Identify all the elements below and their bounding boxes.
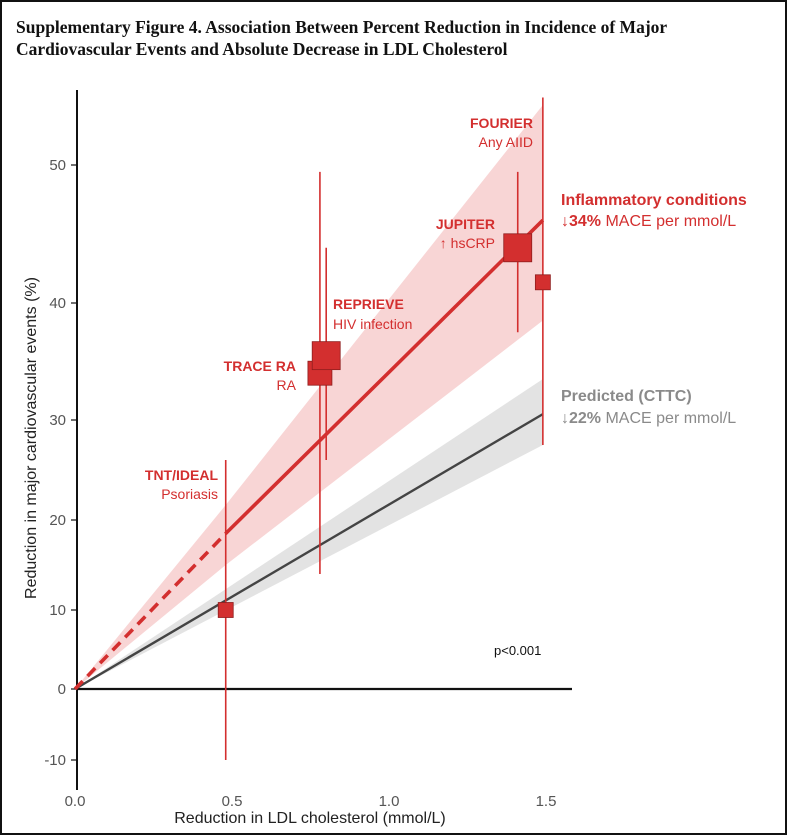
reprieve-label: REPRIEVE bbox=[333, 296, 404, 312]
x-tick-label: 0.0 bbox=[65, 793, 86, 810]
predicted-regression-line bbox=[74, 413, 544, 691]
predicted-series-label: Predicted (CTTC) bbox=[561, 388, 692, 405]
jupiter-sublabel: ↑ hsCRP bbox=[440, 235, 495, 251]
trial-point-square bbox=[217, 602, 234, 618]
trial-point-square bbox=[503, 233, 533, 263]
annotations: TNT/IDEAL Psoriasis TRACE RA RA REPRIEVE… bbox=[145, 115, 747, 658]
confidence-bands bbox=[75, 105, 543, 689]
reprieve-sublabel: HIV infection bbox=[333, 316, 412, 332]
y-axis-label: Reduction in major cardiovascular events… bbox=[23, 277, 40, 599]
y-tick-label: 30 bbox=[49, 412, 66, 429]
fourier-sublabel: Any AIID bbox=[479, 134, 533, 150]
inflammatory-extrapolated-line bbox=[73, 532, 228, 691]
fourier-label: FOURIER bbox=[470, 115, 533, 131]
figure-title-line-1: Supplementary Figure 4. Association Betw… bbox=[16, 17, 668, 37]
trial-point-square bbox=[534, 274, 551, 291]
y-tick-label: 50 bbox=[49, 157, 66, 174]
figure-title: Supplementary Figure 4. Association Betw… bbox=[16, 16, 776, 60]
axes: 0.0 0.5 1.0 1.5 -10 0 10 20 30 40 50 bbox=[44, 90, 572, 810]
jupiter-label: JUPITER bbox=[436, 216, 495, 232]
x-tick-label: 1.5 bbox=[536, 793, 557, 810]
trace-ra-sublabel: RA bbox=[277, 377, 297, 393]
x-axis-label: Reduction in LDL cholesterol (mmol/L) bbox=[174, 810, 446, 827]
y-tick-label: 0 bbox=[58, 681, 66, 698]
figure-title-line-2: Cardiovascular Events and Absolute Decre… bbox=[16, 39, 508, 59]
inflammatory-slope-pct: ↓34% bbox=[561, 213, 601, 230]
x-tick-label: 0.5 bbox=[222, 793, 243, 810]
data-points bbox=[217, 97, 551, 760]
inflammatory-slope-label: ↓34% MACE per mmol/L bbox=[561, 213, 736, 230]
trace-ra-label: TRACE RA bbox=[224, 358, 296, 374]
predicted-slope-label: ↓22% MACE per mmol/L bbox=[561, 410, 736, 427]
y-tick-label: -10 bbox=[44, 752, 66, 769]
predicted-confidence-band bbox=[75, 379, 543, 689]
regression-lines bbox=[73, 218, 545, 691]
predicted-slope-pct: ↓22% bbox=[561, 410, 601, 427]
inflammatory-slope-unit: MACE per mmol/L bbox=[601, 213, 736, 230]
p-value: p<0.001 bbox=[494, 643, 541, 658]
tnt-ideal-label: TNT/IDEAL bbox=[145, 467, 219, 483]
inflammatory-confidence-band bbox=[75, 105, 543, 689]
x-tick-label: 1.0 bbox=[379, 793, 400, 810]
y-tick-label: 40 bbox=[49, 295, 66, 312]
trial-point-square bbox=[311, 341, 341, 371]
inflammatory-series-label: Inflammatory conditions bbox=[561, 192, 747, 209]
tnt-ideal-sublabel: Psoriasis bbox=[161, 486, 218, 502]
predicted-slope-unit: MACE per mmol/L bbox=[601, 410, 736, 427]
y-tick-label: 10 bbox=[49, 602, 66, 619]
inflammatory-regression-line bbox=[224, 218, 545, 535]
y-tick-label: 20 bbox=[49, 512, 66, 529]
